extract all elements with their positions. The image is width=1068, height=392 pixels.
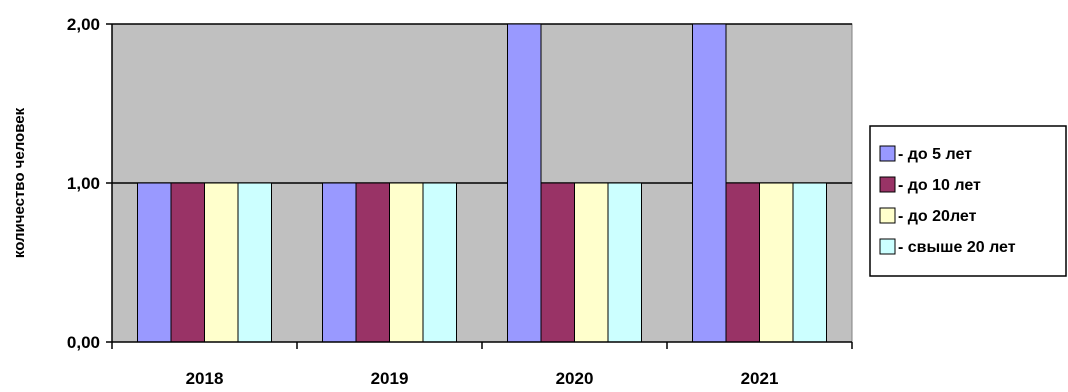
legend-swatch — [879, 207, 896, 224]
legend-items: - до 5 лет - до 10 лет - до 20лет - свыше 2… — [879, 145, 1016, 256]
bar-2018-series-2 — [170, 182, 205, 343]
bar-2018-series-1 — [137, 182, 172, 343]
legend-box — [869, 125, 1067, 277]
y-tick-label: 1,00 — [67, 174, 100, 193]
bar-2019-series-1 — [322, 182, 357, 343]
bar-2019-series-2 — [355, 182, 390, 343]
bar-2018-series-4 — [237, 182, 272, 343]
bar-2021-series-1 — [692, 23, 727, 343]
bar-2019-series-3 — [389, 182, 424, 343]
bar-2021-series-4 — [792, 182, 827, 343]
bar-2021-series-3 — [759, 182, 794, 343]
bar-2020-series-2 — [540, 182, 575, 343]
y-tick-label: 2,00 — [67, 15, 100, 34]
x-tick-label: 2019 — [371, 369, 409, 388]
bar-2019-series-4 — [422, 182, 457, 343]
bar-2020-series-3 — [574, 182, 609, 343]
legend-swatch — [879, 145, 896, 162]
axes — [106, 23, 853, 349]
y-tick-labels: 0,00 1,00 2,00 — [67, 15, 100, 352]
legend-swatch — [879, 176, 896, 193]
bar-2021-series-2 — [725, 182, 760, 343]
y-axis-title: количество человек — [11, 107, 28, 258]
legend-label: - свыше 20 лет — [898, 239, 1016, 256]
legend-swatch — [879, 238, 896, 255]
bar-2020-series-4 — [607, 182, 642, 343]
bar-2020-series-1 — [507, 23, 542, 343]
bars — [137, 23, 827, 343]
legend-label: - до 5 лет — [898, 146, 972, 163]
x-tick-label: 2018 — [186, 369, 224, 388]
x-tick-label: 2021 — [741, 369, 779, 388]
x-tick-label: 2020 — [556, 369, 594, 388]
y-tick-label: 0,00 — [67, 333, 100, 352]
x-tick-labels: 2018 2019 2020 2021 — [186, 369, 779, 388]
legend-label: - до 10 лет — [898, 177, 981, 194]
legend: - до 5 лет - до 10 лет - до 20лет - свыше 2… — [869, 125, 1067, 277]
legend-label: - до 20лет — [898, 208, 977, 225]
bar-2018-series-3 — [204, 182, 239, 343]
